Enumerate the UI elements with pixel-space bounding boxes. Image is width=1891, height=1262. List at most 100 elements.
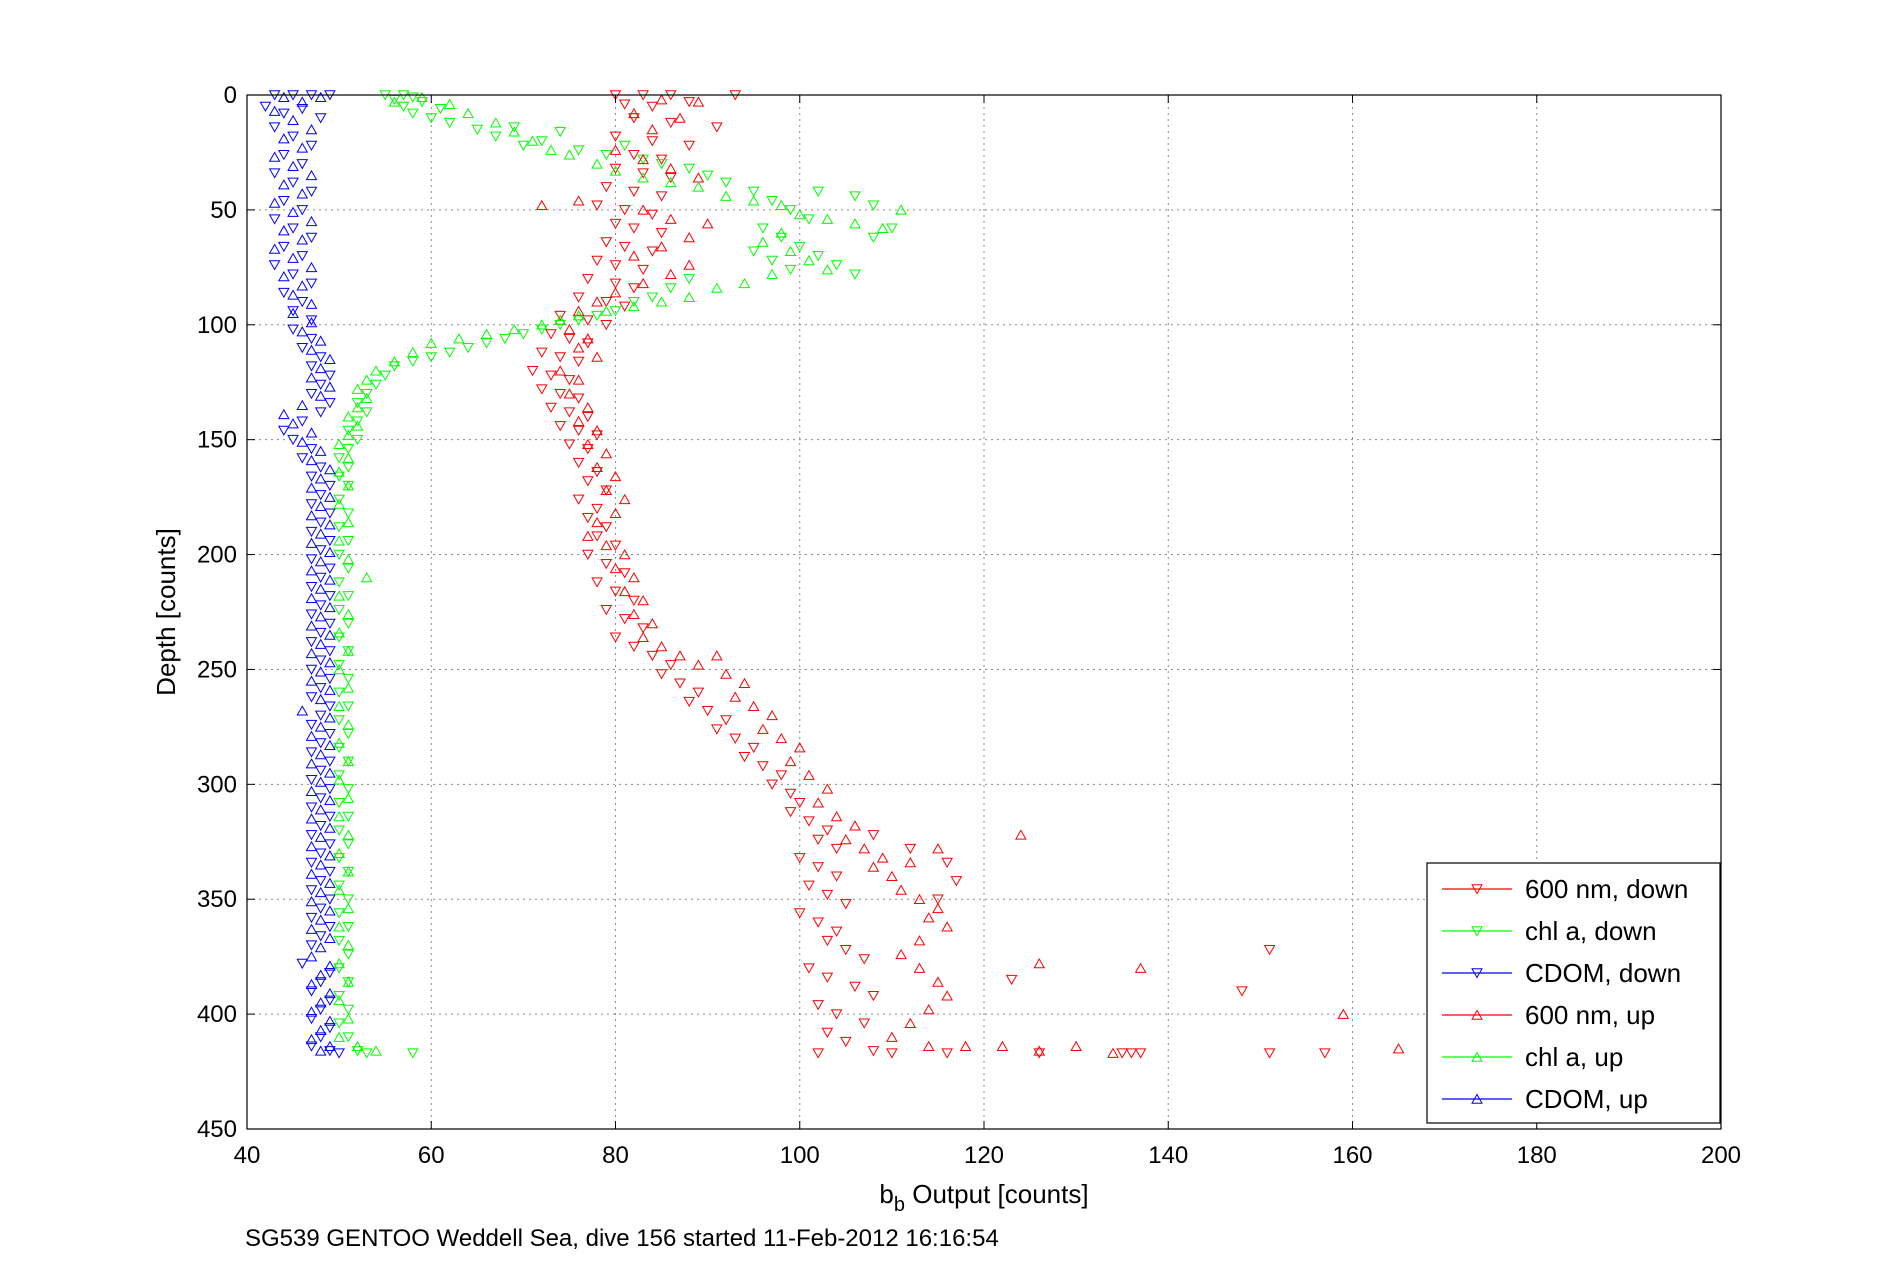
- data-point: [277, 408, 290, 420]
- data-point: [849, 218, 861, 229]
- legend-label: CDOM, up: [1525, 1084, 1648, 1114]
- data-point: [333, 908, 345, 919]
- data-point: [563, 149, 576, 160]
- data-point: [342, 839, 355, 850]
- data-point: [609, 562, 622, 574]
- data-point: [609, 287, 622, 298]
- data-point: [324, 794, 336, 806]
- data-point: [932, 976, 944, 987]
- data-point: [305, 785, 318, 796]
- data-point: [314, 859, 327, 870]
- data-point: [305, 565, 318, 576]
- data-point: [609, 306, 622, 317]
- data-point: [655, 296, 668, 307]
- data-point: [324, 574, 336, 585]
- data-point: [333, 535, 345, 546]
- data-point: [416, 91, 428, 103]
- data-point: [324, 1040, 336, 1052]
- data-point: [342, 536, 355, 547]
- data-point: [904, 1017, 917, 1029]
- data-point: [314, 683, 327, 694]
- data-point: [600, 604, 613, 616]
- data-point: [324, 729, 336, 740]
- data-point: [886, 1048, 898, 1059]
- data-point: [858, 954, 871, 965]
- data-point: [591, 461, 603, 472]
- data-point: [793, 208, 806, 220]
- data-point: [333, 1018, 345, 1029]
- data-point: [683, 163, 696, 175]
- data-point: [314, 352, 327, 363]
- data-point: [333, 494, 345, 505]
- data-point: [333, 880, 345, 891]
- data-point: [287, 434, 299, 446]
- data-point: [305, 315, 318, 326]
- data-point: [305, 885, 318, 896]
- data-point: [333, 847, 345, 859]
- data-point: [582, 315, 594, 326]
- y-tick-label: 350: [197, 886, 237, 913]
- data-point: [821, 213, 834, 224]
- data-point: [839, 945, 852, 956]
- data-point: [591, 255, 603, 266]
- data-point: [324, 905, 336, 916]
- data-point: [333, 825, 345, 836]
- data-point: [324, 877, 336, 888]
- data-point: [499, 333, 511, 345]
- data-point: [443, 347, 456, 358]
- data-point: [342, 949, 355, 960]
- series-600-nm-down: [526, 90, 1331, 1059]
- data-point: [582, 513, 594, 524]
- data-point: [287, 160, 299, 171]
- data-point: [1392, 1043, 1405, 1054]
- data-point: [886, 870, 898, 881]
- data-point: [342, 591, 355, 602]
- data-point: [812, 251, 825, 262]
- x-tick-label: 140: [1148, 1142, 1188, 1169]
- data-point: [554, 352, 567, 363]
- data-point: [324, 995, 336, 1006]
- x-axis-label-suffix: Output [counts]: [905, 1179, 1089, 1209]
- data-point: [305, 857, 318, 868]
- data-point: [628, 250, 640, 261]
- data-point: [591, 310, 603, 322]
- data-point: [324, 563, 336, 574]
- data-point: [324, 591, 336, 602]
- data-point: [305, 647, 318, 659]
- data-point: [858, 843, 871, 854]
- data-point: [268, 260, 281, 271]
- data-point: [545, 329, 557, 340]
- data-point: [710, 650, 723, 661]
- data-point: [1236, 986, 1248, 997]
- legend: 600 nm, down chl a, down CDOM, down 600 nm,…: [1426, 862, 1721, 1124]
- data-point: [1337, 1008, 1350, 1019]
- data-point: [305, 388, 318, 400]
- series-chl-a-up: [333, 91, 907, 1056]
- data-point: [692, 659, 705, 670]
- data-point: [462, 343, 474, 354]
- data-point: [655, 640, 668, 652]
- data-point: [314, 831, 327, 842]
- data-point: [351, 416, 364, 427]
- data-point: [277, 149, 290, 161]
- data-point: [729, 733, 742, 744]
- data-point: [314, 820, 327, 832]
- data-point: [628, 300, 640, 312]
- data-point: [305, 1041, 318, 1052]
- data-point: [287, 252, 299, 263]
- data-point: [333, 660, 345, 671]
- data-point: [618, 241, 631, 253]
- x-axis-label-main: b: [879, 1179, 893, 1209]
- data-point: [600, 320, 613, 331]
- data-point: [932, 894, 944, 905]
- data-point: [775, 770, 788, 781]
- x-tick-label: 180: [1517, 1142, 1557, 1169]
- data-point: [600, 447, 613, 459]
- data-point: [333, 935, 345, 947]
- data-point: [305, 637, 318, 648]
- data-point: [803, 769, 815, 780]
- data-point: [1033, 1045, 1046, 1056]
- y-tick-label: 400: [197, 1001, 237, 1028]
- data-point: [600, 539, 613, 551]
- data-point: [637, 153, 649, 165]
